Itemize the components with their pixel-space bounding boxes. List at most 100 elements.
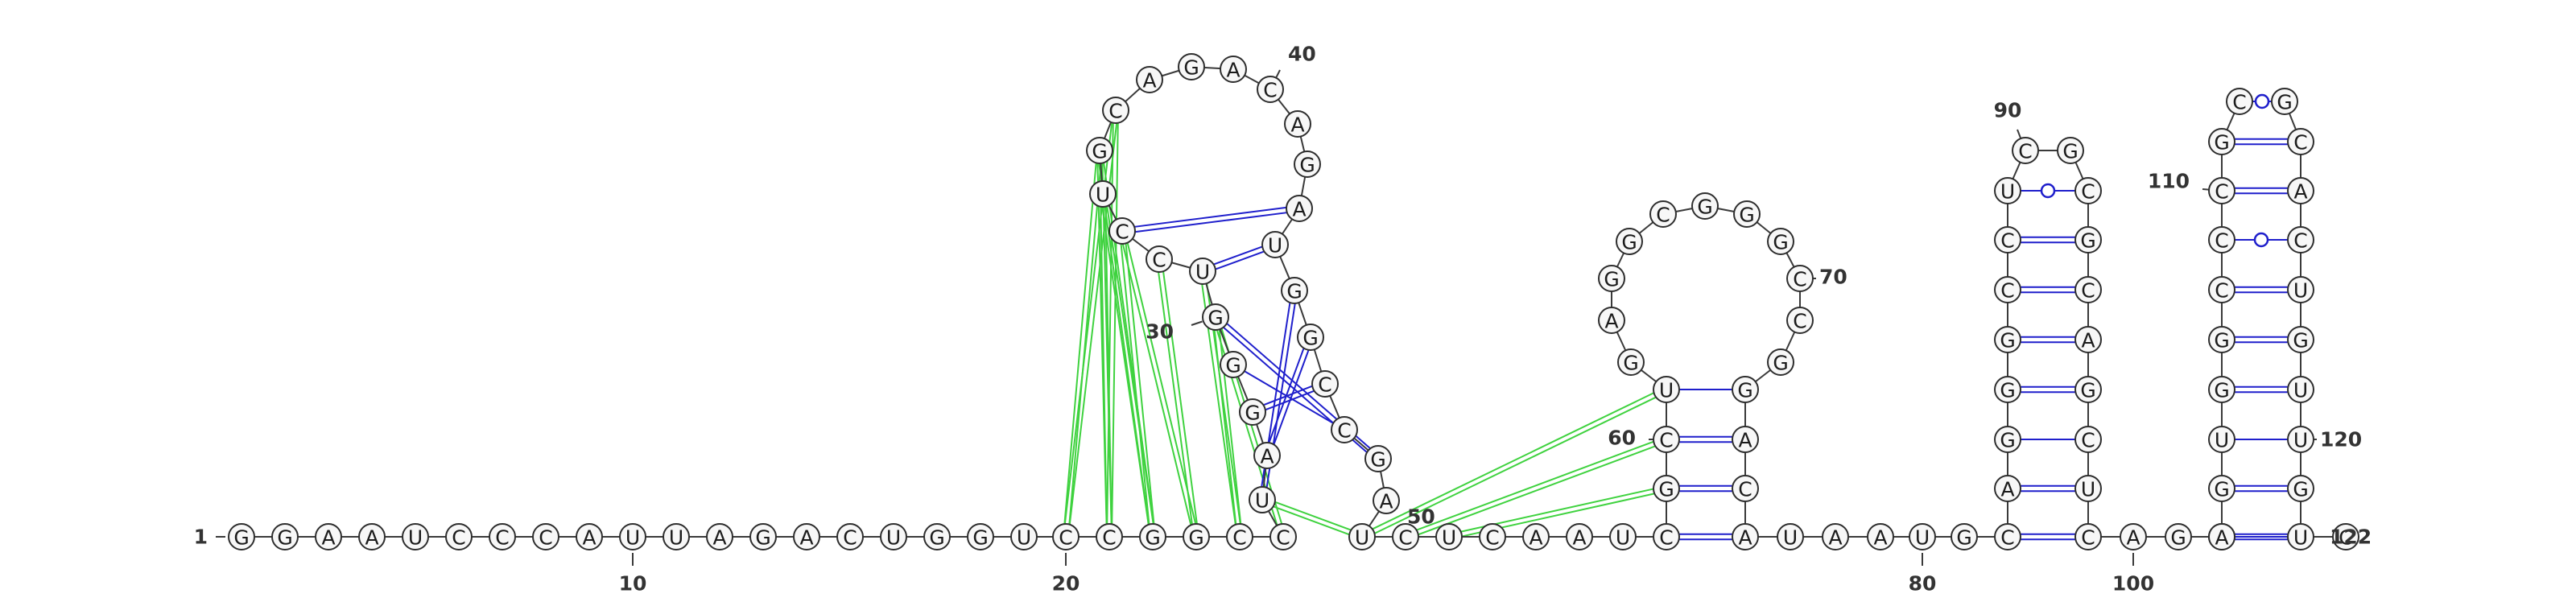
nucleotide-circle (1096, 523, 1123, 550)
nucleotide-66: C (1649, 200, 1677, 228)
nucleotide-62: G (1617, 348, 1645, 376)
nucleotide-circle (2287, 276, 2314, 303)
nucleotide-letter: U (2293, 379, 2308, 402)
nucleotide-circle (2074, 426, 2102, 453)
nucleotide-circle (1732, 376, 1759, 403)
nucleotide-letter: C (2081, 429, 2095, 452)
nucleotide-letter: G (2170, 526, 2186, 550)
nucleotide-letter: G (2062, 140, 2078, 163)
nucleotide-103: A (2208, 523, 2235, 550)
nucleotide-circle (1089, 180, 1117, 208)
nucleotide-letter: C (1263, 79, 1277, 102)
nucleotide-22: G (1139, 523, 1166, 550)
nucleotide-81: G (1951, 523, 1978, 550)
nucleotide-90: C (2012, 137, 2039, 164)
nucleotide-letter: C (1102, 526, 1116, 550)
nucleotide-circle (1994, 226, 2021, 254)
nucleotide-85: G (1994, 376, 2021, 403)
nucleotide-letter: C (1152, 249, 1166, 272)
nucleotide-78: A (1822, 523, 1849, 550)
nucleotide-110: C (2208, 177, 2235, 204)
nucleotide-73: G (1732, 376, 1759, 403)
nucleotide-circle (1136, 66, 1163, 93)
wobble-pair-marker (2254, 93, 2270, 109)
nucleotide-43: A (1286, 195, 1313, 222)
nucleotide-120: U (2287, 426, 2314, 453)
nucleotide-54: C (1479, 523, 1506, 550)
nucleotide-30: G (1202, 303, 1229, 331)
pseudoknot-line (1213, 330, 1237, 525)
nucleotide-circle (1311, 370, 1339, 398)
pseudoknot-line (1274, 501, 1352, 531)
nucleotide-76: A (1732, 523, 1759, 550)
nucleotide-circle (1653, 475, 1680, 502)
nucleotide-circle (923, 523, 951, 550)
nucleotide-circle (706, 523, 733, 550)
index-label: 120 (2320, 428, 2362, 451)
nucleotide-9: A (576, 523, 603, 550)
nucleotide-63: A (1598, 307, 1625, 334)
nucleotide-34: U (1089, 180, 1117, 208)
nucleotide-circle (1653, 523, 1680, 550)
nucleotide-letter: C (2215, 279, 2228, 303)
nucleotide-circle (749, 523, 777, 550)
nucleotide-circle (1609, 523, 1637, 550)
nucleotide-31: U (1189, 258, 1216, 285)
nucleotide-59: G (1653, 475, 1680, 502)
nucleotide-47: C (1311, 370, 1339, 398)
nucleotide-letter: C (2081, 526, 2095, 550)
nucleotide-56: A (1566, 523, 1593, 550)
nucleotide-circle (2287, 475, 2314, 502)
nucleotide-circle (2074, 177, 2102, 204)
nucleotide-circle (1253, 442, 1281, 469)
nucleotide-letter: A (1873, 526, 1887, 550)
nucleotide-letter: U (1096, 183, 1110, 207)
pseudoknot-line (1416, 440, 1654, 531)
nucleotide-46: G (1297, 324, 1324, 351)
nucleotide-17: G (923, 523, 951, 550)
nucleotide-letter: C (843, 526, 857, 550)
nucleotide-circle (1732, 475, 1759, 502)
nucleotide-circle (1269, 523, 1297, 550)
nucleotide-35: G (1086, 137, 1113, 164)
nucleotide-15: C (836, 523, 864, 550)
nucleotide-20: C (1052, 523, 1080, 550)
nucleotide-letter: G (2293, 478, 2308, 501)
nucleotide-97: C (2074, 426, 2102, 453)
nucleotide-letter: G (2214, 379, 2229, 402)
nucleotide-letter: C (2215, 180, 2228, 204)
base-pair-line (1244, 370, 1334, 424)
nucleotide-circle (1220, 56, 1247, 83)
nucleotide-circle (1178, 53, 1205, 80)
nucleotide-93: G (2074, 226, 2102, 254)
nucleotide-letter: A (1292, 198, 1306, 221)
nucleotide-circle (2287, 128, 2314, 155)
nucleotide-letter: A (1604, 310, 1618, 333)
nucleotide-circle (1286, 195, 1313, 222)
nucleotide-circle (1261, 231, 1289, 258)
nucleotide-107: G (2208, 326, 2235, 353)
index-label: 122 (2330, 526, 2372, 549)
nucleotide-circle (1010, 523, 1038, 550)
nucleotide-16: U (880, 523, 907, 550)
nucleotide-23: G (1183, 523, 1210, 550)
index-label: 80 (1909, 572, 1937, 596)
nucleotide-letter: G (277, 526, 292, 550)
nucleotide-68: G (1733, 200, 1761, 228)
nucleotide-86: G (1994, 326, 2021, 353)
nucleotide-circle (445, 523, 473, 550)
nucleotide-letter: U (1195, 261, 1210, 284)
nucleotide-letter: U (1659, 379, 1674, 402)
pseudoknot-line (1158, 272, 1193, 525)
nucleotide-letter: C (1337, 419, 1351, 443)
nucleotide-letter: C (1115, 221, 1129, 244)
nucleotide-circle (1108, 217, 1136, 245)
nucleotide-4: A (358, 523, 386, 550)
nucleotide-letter: G (1737, 379, 1752, 402)
nucleotide-letter: A (2293, 180, 2307, 204)
nucleotide-circle (1951, 523, 1978, 550)
nucleotide-circle (532, 523, 559, 550)
nucleotide-111: G (2208, 128, 2235, 155)
nucleotide-18: G (967, 523, 994, 550)
nucleotide-circle (793, 523, 820, 550)
